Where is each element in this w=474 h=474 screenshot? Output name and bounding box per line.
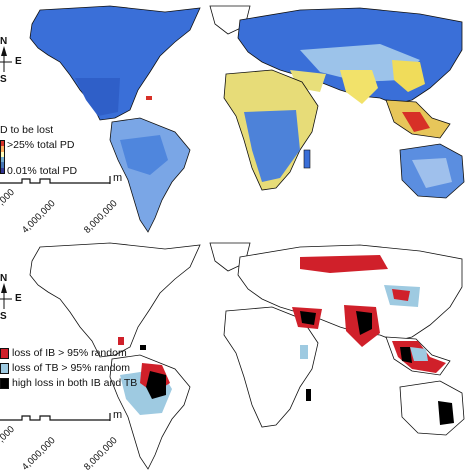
top-colorbar-step-4 bbox=[1, 162, 4, 168]
top-legend-colorbar bbox=[0, 140, 5, 174]
bottom-legend-swatch-ib bbox=[0, 347, 9, 359]
bottom-compass-south: S bbox=[0, 311, 7, 322]
bottom-scale-unit: m bbox=[113, 409, 123, 421]
bottom-legend-swatch-tb bbox=[0, 362, 9, 374]
top-colorbar-step-1 bbox=[1, 146, 4, 152]
bottom-legend-item-both: high loss in both IB and TB bbox=[0, 377, 137, 389]
sa-both-loss bbox=[146, 371, 166, 399]
australia-both bbox=[438, 401, 454, 425]
top-colorbar-step-2 bbox=[1, 151, 4, 157]
bottom-scale-bar bbox=[0, 413, 111, 421]
africa-tb bbox=[300, 345, 308, 359]
top-colorbar-step-0 bbox=[1, 141, 4, 147]
top-compass-north: N bbox=[0, 36, 8, 47]
bottom-legend-label-ib: loss of IB > 95% random bbox=[12, 347, 127, 359]
bottom-australia-outline bbox=[399, 380, 465, 436]
north-america-south-shade bbox=[75, 78, 120, 116]
africa-central-blue bbox=[244, 110, 300, 182]
bottom-legend-item-ib: loss of IB > 95% random bbox=[0, 347, 127, 359]
top-map-panel: N E S D to be lost >25% total PD 0.01% t… bbox=[0, 5, 465, 236]
top-colorbar-step-3 bbox=[1, 156, 4, 163]
central-asia-ib bbox=[300, 255, 388, 273]
asia-desert-band bbox=[300, 44, 420, 82]
madagascar-both bbox=[306, 389, 311, 401]
bottom-legend-label-both: high loss in both IB and TB bbox=[12, 377, 138, 389]
middle-east-both bbox=[300, 311, 316, 325]
south-asia-both bbox=[356, 311, 372, 335]
southeast-asia-red bbox=[402, 112, 430, 132]
bottom-map-panel: N E S loss of IB > 95% random loss of TB… bbox=[0, 237, 474, 474]
south-asia-yellow bbox=[340, 70, 378, 104]
top-legend-label-high: >25% total PD bbox=[7, 139, 75, 151]
east-asia-ib bbox=[392, 289, 410, 301]
central-america-ib bbox=[118, 337, 124, 345]
top-compass-south: S bbox=[0, 74, 7, 85]
top-colorbar-step-5 bbox=[1, 167, 4, 173]
australia-interior bbox=[412, 158, 452, 188]
caribbean-both bbox=[140, 345, 146, 350]
south-america-dark bbox=[120, 135, 168, 175]
top-legend-item-high: >25% total PD bbox=[7, 139, 74, 151]
bottom-north-america-outline bbox=[29, 242, 201, 358]
bottom-compass-east: E bbox=[15, 293, 22, 304]
top-compass-east: E bbox=[15, 56, 22, 67]
bottom-legend-item-tb: loss of TB > 95% random bbox=[0, 362, 130, 374]
east-asia-yellow bbox=[392, 60, 425, 92]
top-map-canvas bbox=[0, 5, 465, 233]
top-legend-label-low: 0.01% total PD bbox=[7, 165, 78, 177]
caribbean-mark bbox=[146, 96, 152, 100]
madagascar-shape bbox=[303, 149, 311, 169]
sea-tb bbox=[410, 347, 428, 361]
top-legend-title: D to be lost bbox=[0, 124, 54, 136]
sea-both bbox=[400, 347, 412, 363]
bottom-compass bbox=[0, 283, 12, 309]
bottom-legend-swatch-both bbox=[0, 377, 9, 389]
bottom-legend-label-tb: loss of TB > 95% random bbox=[12, 362, 130, 374]
top-scale-bar bbox=[0, 176, 111, 184]
top-compass bbox=[0, 46, 12, 72]
north-america-shape bbox=[29, 5, 201, 121]
bottom-map-canvas bbox=[0, 242, 465, 470]
top-legend-item-low: 0.01% total PD bbox=[7, 165, 77, 177]
top-scale-unit: m bbox=[113, 172, 123, 184]
bottom-compass-north: N bbox=[0, 273, 8, 284]
